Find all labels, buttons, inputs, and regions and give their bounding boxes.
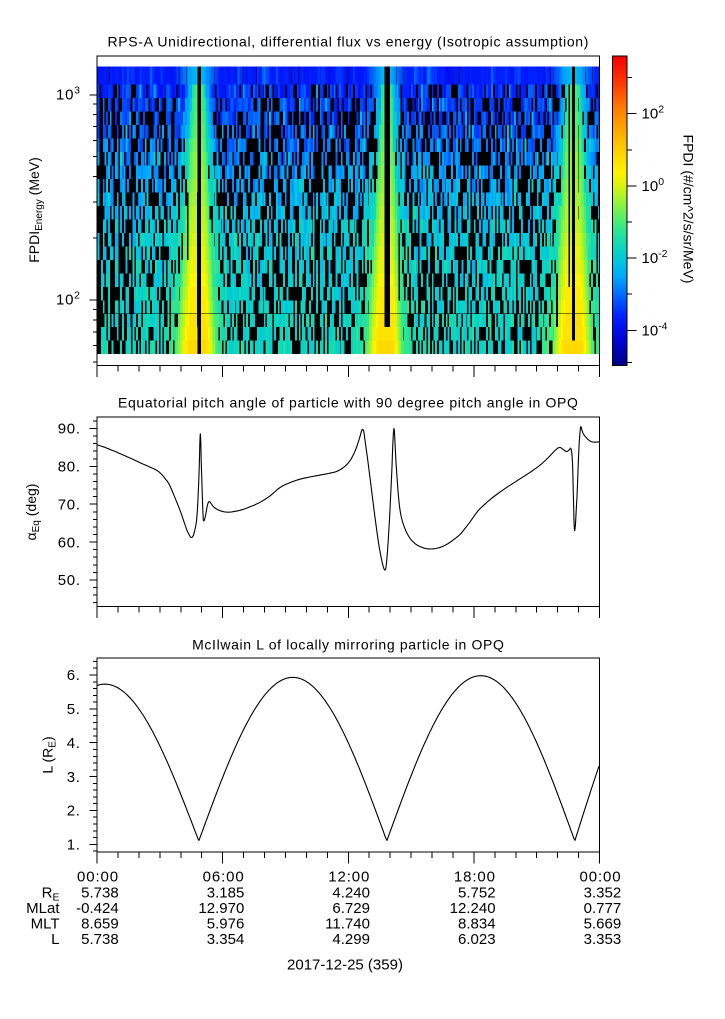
svg-text:MLT: MLT bbox=[31, 916, 60, 933]
svg-text:90.: 90. bbox=[58, 421, 81, 438]
svg-text:5.752: 5.752 bbox=[458, 885, 496, 902]
svg-text:5.738: 5.738 bbox=[81, 931, 119, 948]
svg-text:RPS-A Unidirectional, differen: RPS-A Unidirectional, differential flux … bbox=[108, 34, 590, 50]
svg-text:60.: 60. bbox=[58, 534, 81, 551]
svg-text:5.669: 5.669 bbox=[584, 916, 622, 933]
svg-text:5.738: 5.738 bbox=[81, 885, 119, 902]
svg-text:3.352: 3.352 bbox=[584, 885, 622, 902]
svg-text:00:00: 00:00 bbox=[579, 869, 621, 886]
svg-text:50.: 50. bbox=[58, 572, 81, 589]
svg-text:5.976: 5.976 bbox=[207, 916, 245, 933]
svg-text:2.: 2. bbox=[67, 803, 81, 820]
svg-text:-0.424: -0.424 bbox=[76, 900, 119, 917]
svg-text:FPDIEnergy (MeV): FPDIEnergy (MeV) bbox=[26, 157, 45, 263]
svg-text:102: 102 bbox=[56, 290, 81, 309]
svg-text:00:00: 00:00 bbox=[77, 869, 119, 886]
svg-text:8.659: 8.659 bbox=[81, 916, 119, 933]
svg-text:3.185: 3.185 bbox=[207, 885, 245, 902]
svg-text:FPDI (#/cm^2/s/sr/MeV): FPDI (#/cm^2/s/sr/MeV) bbox=[681, 135, 697, 284]
svg-text:6.729: 6.729 bbox=[332, 900, 370, 917]
svg-text:L: L bbox=[51, 931, 59, 948]
svg-text:4.: 4. bbox=[67, 735, 81, 752]
svg-text:103: 103 bbox=[56, 85, 81, 104]
svg-text:0.777: 0.777 bbox=[584, 900, 622, 917]
svg-text:12.240: 12.240 bbox=[450, 900, 496, 917]
svg-text:18:00: 18:00 bbox=[454, 869, 496, 886]
svg-text:3.: 3. bbox=[67, 769, 81, 786]
svg-text:1.: 1. bbox=[67, 837, 81, 854]
svg-text:06:00: 06:00 bbox=[203, 869, 245, 886]
svg-text:3.353: 3.353 bbox=[584, 931, 622, 948]
svg-text:MLat: MLat bbox=[26, 900, 60, 917]
svg-text:11.740: 11.740 bbox=[325, 916, 370, 933]
svg-text:4.240: 4.240 bbox=[332, 885, 370, 902]
svg-text:4.299: 4.299 bbox=[332, 931, 370, 948]
svg-text:6.: 6. bbox=[67, 667, 81, 684]
svg-text:2017-12-25 (359): 2017-12-25 (359) bbox=[287, 957, 403, 974]
svg-text:80.: 80. bbox=[58, 459, 81, 476]
svg-text:Equatorial pitch angle of part: Equatorial pitch angle of particle with … bbox=[118, 395, 579, 411]
svg-text:12:00: 12:00 bbox=[328, 869, 370, 886]
svg-text:3.354: 3.354 bbox=[207, 931, 245, 948]
svg-text:8.834: 8.834 bbox=[458, 916, 496, 933]
svg-text:70.: 70. bbox=[58, 496, 81, 513]
svg-text:12.970: 12.970 bbox=[198, 900, 244, 917]
svg-text:6.023: 6.023 bbox=[458, 931, 496, 948]
svg-text:McIlwain L of locally mirrorin: McIlwain L of locally mirroring particle… bbox=[192, 637, 504, 653]
svg-text:5.: 5. bbox=[67, 701, 81, 718]
